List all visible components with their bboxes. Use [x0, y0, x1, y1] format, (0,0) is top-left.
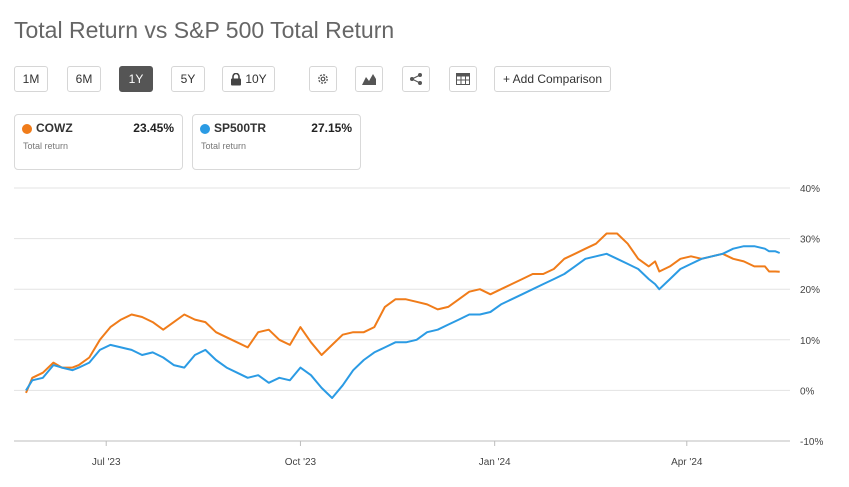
line-chart[interactable]: 40% 30% 20% 10% 0% -10% Jul '23 Oct '23 Jan '24 A… — [0, 175, 849, 487]
series-line-cowz — [25, 232, 780, 394]
period-1y-button[interactable]: 1Y — [119, 66, 153, 92]
cowz-subtitle: Total return — [23, 141, 69, 151]
chart-type-button[interactable] — [355, 66, 383, 92]
add-comparison-button[interactable]: + Add Comparison — [494, 66, 611, 92]
table-icon — [456, 73, 470, 85]
lock-icon — [231, 72, 242, 85]
series-line-sp500tr — [25, 245, 781, 399]
x-tick-label: Apr '24 — [671, 457, 703, 468]
x-tick-label: Jul '23 — [92, 457, 121, 468]
y-tick-label: 20% — [800, 285, 820, 296]
sp500tr-return-value: 27.15% — [311, 121, 352, 135]
period-1m-button[interactable]: 1M — [14, 66, 48, 92]
cowz-symbol: COWZ — [36, 121, 73, 135]
sp500tr-subtitle: Total return — [201, 141, 247, 151]
mountain-chart-icon — [362, 74, 376, 85]
table-view-button[interactable] — [449, 66, 477, 92]
share-icon — [410, 73, 422, 85]
gear-icon — [318, 74, 328, 84]
sp500tr-color-dot — [200, 124, 210, 134]
cowz-color-dot — [22, 124, 32, 134]
x-tick-label: Oct '23 — [285, 457, 317, 468]
x-tick-label: Jan '24 — [479, 457, 511, 468]
period-10y-button[interactable]: 10Y — [222, 66, 275, 92]
cowz-return-value: 23.45% — [133, 121, 174, 135]
y-tick-label: 40% — [800, 184, 820, 195]
chart-title: Total Return vs S&P 500 Total Return — [14, 17, 395, 43]
period-5y-button[interactable]: 5Y — [171, 66, 205, 92]
y-tick-label: 30% — [800, 235, 820, 246]
period-6m-button[interactable]: 6M — [67, 66, 101, 92]
settings-button[interactable] — [309, 66, 337, 92]
sp500tr-symbol: SP500TR — [214, 121, 267, 135]
y-tick-label: -10% — [800, 437, 823, 448]
y-tick-label: 10% — [800, 336, 820, 347]
period-10y-label: 10Y — [245, 72, 267, 86]
legend-card-cowz[interactable]: COWZ 23.45% Total return — [14, 114, 183, 170]
share-button[interactable] — [402, 66, 430, 92]
y-tick-label: 0% — [800, 386, 815, 397]
legend-card-sp500tr[interactable]: SP500TR 27.15% Total return — [192, 114, 361, 170]
